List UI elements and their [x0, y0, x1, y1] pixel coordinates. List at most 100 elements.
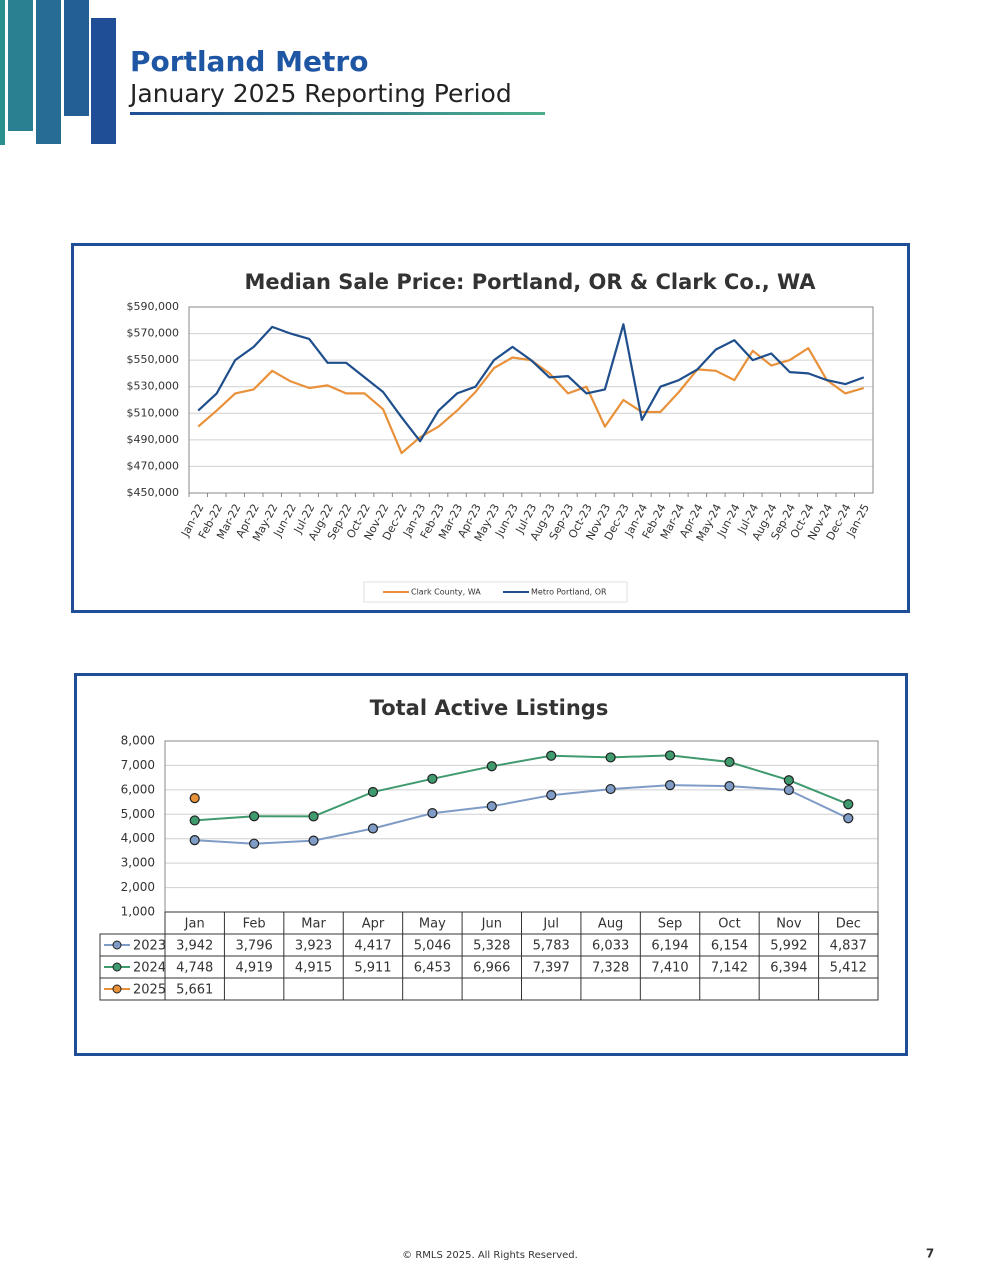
- footer-copyright: © RMLS 2025. All Rights Reserved.: [402, 1250, 578, 1261]
- table-cell: 3,923: [295, 939, 332, 954]
- legend-label: Clark County, WA: [411, 588, 481, 597]
- plot-border: [188, 306, 874, 494]
- table-cell: 3,942: [176, 939, 213, 954]
- point-marker: [427, 773, 438, 784]
- point-marker: [605, 752, 616, 763]
- table-cell: 6,033: [592, 939, 629, 954]
- table-header: Feb: [243, 917, 266, 932]
- chart-title: Median Sale Price: Portland, OR & Clark …: [245, 270, 817, 294]
- legend-label: 2025: [133, 983, 166, 998]
- point-marker: [724, 756, 735, 768]
- table-cell: 4,915: [295, 961, 332, 976]
- chart-title: Total Active Listings: [370, 696, 609, 720]
- y-tick-label: 7,000: [121, 758, 155, 772]
- header-subtitle: January 2025 Reporting Period: [128, 79, 512, 108]
- y-tick-label: 3,000: [121, 856, 155, 870]
- table-cell: 6,966: [473, 961, 510, 976]
- table-header: Jun: [481, 917, 502, 932]
- legend-label: Metro Portland, OR: [531, 588, 607, 597]
- table-cell: 7,410: [651, 961, 688, 976]
- point-marker: [546, 750, 557, 761]
- point-marker: [843, 813, 854, 824]
- table-cell: 6,394: [770, 961, 807, 976]
- table-cell: 7,142: [711, 961, 748, 976]
- point-marker: [486, 801, 497, 812]
- point-marker: [664, 780, 676, 791]
- series-line: [194, 754, 849, 822]
- series-line: [197, 323, 865, 443]
- table-cell: 6,453: [414, 961, 451, 976]
- y-tick-label: $510,000: [127, 406, 180, 419]
- table-header: Jan: [184, 917, 205, 932]
- table-cell: 5,046: [414, 939, 451, 954]
- table-header: Nov: [776, 917, 802, 932]
- point-marker: [367, 823, 379, 834]
- legend-marker: [112, 984, 122, 994]
- point-marker: [189, 835, 200, 846]
- legend-marker: [112, 940, 122, 950]
- table-header: Apr: [362, 917, 385, 932]
- point-marker: [724, 780, 735, 792]
- table-cell: 7,328: [592, 961, 629, 976]
- y-tick-label: $490,000: [127, 433, 180, 446]
- table-cell: 6,154: [711, 939, 748, 954]
- table-header: Dec: [836, 917, 861, 932]
- point-marker: [367, 786, 379, 798]
- table-cell: 5,992: [770, 939, 807, 954]
- table-cell: 5,328: [473, 939, 510, 954]
- table-cell: 5,911: [354, 961, 391, 976]
- table-header: Sep: [658, 917, 683, 932]
- point-marker: [189, 793, 200, 804]
- point-marker: [605, 783, 616, 795]
- y-tick-label: $570,000: [127, 327, 180, 340]
- point-marker: [486, 761, 497, 772]
- table-cell: 4,837: [830, 939, 867, 954]
- table-header: Jul: [542, 917, 559, 932]
- y-tick-label: $450,000: [127, 486, 180, 499]
- header-title: Portland Metro: [130, 45, 368, 78]
- chart-frame: [71, 243, 910, 613]
- legend-marker: [112, 962, 122, 972]
- point-marker: [843, 799, 854, 810]
- point-marker: [189, 815, 200, 826]
- y-tick-label: $530,000: [127, 380, 180, 393]
- page-number: 7: [926, 1247, 934, 1261]
- y-tick-label: $550,000: [127, 353, 180, 366]
- point-marker: [546, 790, 557, 801]
- table-cell: 4,417: [354, 939, 391, 954]
- point-marker: [308, 811, 319, 822]
- point-marker: [308, 835, 319, 846]
- header-underline: [130, 112, 545, 115]
- series-line: [194, 784, 849, 845]
- y-tick-label: 6,000: [121, 782, 155, 796]
- chart-frame: [74, 673, 908, 1056]
- table-cell: 4,748: [176, 961, 213, 976]
- y-tick-label: 5,000: [121, 807, 155, 821]
- y-tick-label: $470,000: [127, 459, 180, 472]
- y-tick-label: 1,000: [121, 905, 155, 919]
- point-marker: [249, 811, 260, 822]
- y-tick-label: 2,000: [121, 880, 155, 894]
- table-header: Oct: [718, 917, 740, 932]
- y-tick-label: $590,000: [127, 300, 180, 313]
- point-marker: [783, 784, 794, 796]
- point-marker: [783, 775, 794, 786]
- point-marker: [427, 808, 438, 819]
- point-marker: [249, 838, 260, 849]
- table-cell: 3,796: [236, 939, 273, 954]
- table-cell: 5,783: [533, 939, 570, 954]
- table-cell: 6,194: [651, 939, 688, 954]
- legend-box: [363, 581, 628, 603]
- point-marker: [664, 750, 676, 761]
- table-cell: 5,412: [830, 961, 867, 976]
- table-cell: 7,397: [533, 961, 570, 976]
- table-header: Mar: [301, 917, 326, 932]
- header-bars: [0, 0, 116, 145]
- y-tick-label: 4,000: [121, 831, 155, 845]
- y-tick-label: 8,000: [121, 734, 155, 748]
- table-cell: 5,661: [176, 983, 213, 998]
- table-cell: 4,919: [236, 961, 273, 976]
- table-header: May: [419, 917, 446, 932]
